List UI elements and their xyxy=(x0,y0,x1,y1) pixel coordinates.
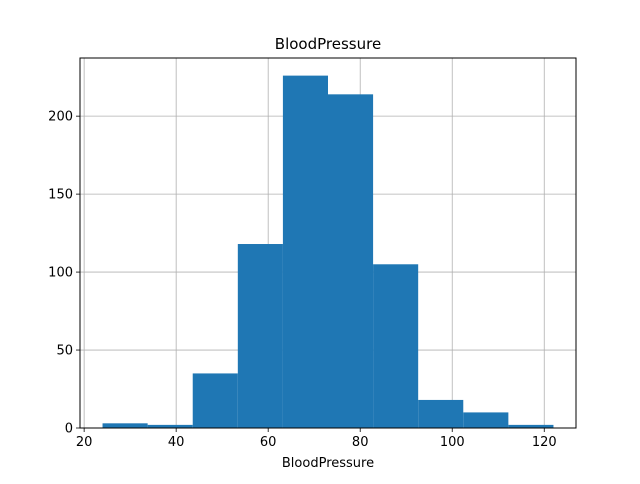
histogram-bar xyxy=(102,423,148,428)
histogram-bar xyxy=(237,244,283,428)
x-tick-label: 120 xyxy=(532,435,557,450)
histogram-bar xyxy=(192,373,238,428)
plot-frame xyxy=(79,57,577,429)
x-axis-label: BloodPressure xyxy=(282,456,374,471)
histogram-bar xyxy=(373,264,419,428)
chart-title: BloodPressure xyxy=(275,35,381,53)
histogram-bar xyxy=(147,424,193,428)
x-tick-label: 20 xyxy=(76,435,93,450)
histogram-bar xyxy=(463,412,509,428)
x-tick-label: 100 xyxy=(440,435,465,450)
histogram-bar xyxy=(282,75,328,428)
x-tick-label: 60 xyxy=(260,435,277,450)
axis-ticks: 20 40 60 80 100 120 0 50 100 150 200 xyxy=(48,110,556,450)
x-tick-label: 80 xyxy=(352,435,369,450)
y-tick-label: 0 xyxy=(65,422,73,437)
y-tick-label: 200 xyxy=(48,110,73,125)
y-tick-label: 50 xyxy=(56,344,73,359)
y-tick-label: 150 xyxy=(48,188,73,203)
histogram-bar xyxy=(328,94,374,429)
histogram-bar xyxy=(508,424,554,428)
x-tick-label: 40 xyxy=(168,435,185,450)
histogram-bar xyxy=(418,399,464,428)
y-tick-label: 100 xyxy=(48,266,73,281)
histogram-bars xyxy=(102,75,554,429)
